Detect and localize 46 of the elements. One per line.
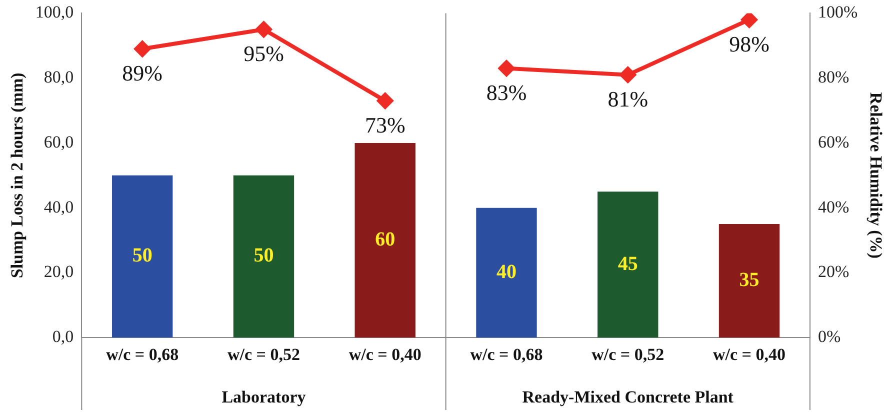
point — [256, 21, 272, 38]
data-label: 73% — [364, 112, 406, 138]
data-label: 40 — [496, 260, 516, 283]
data-label: 98% — [729, 31, 770, 56]
x-tick-label: w/c = 0,68 — [106, 345, 179, 364]
data-label: 89% — [122, 60, 163, 86]
point — [498, 60, 514, 76]
x-tick-label: w/c = 0,52 — [592, 345, 664, 364]
y2-axis-title: Relative Humidity (%) — [866, 92, 886, 258]
y-tick-label: 100,0 — [35, 2, 74, 22]
x-tick-label: w/c = 0,52 — [227, 345, 300, 364]
y-tick-label: 60,0 — [44, 132, 74, 152]
bar — [112, 175, 173, 338]
y-tick-label: 40,0 — [44, 197, 74, 216]
y2-tick-label: 40% — [818, 197, 850, 216]
data-label: 95% — [244, 41, 284, 66]
point — [620, 66, 636, 83]
data-label: 60 — [375, 228, 396, 250]
text: Ready-Mixed Concrete Plant — [522, 387, 734, 406]
x-tick-label: w/c = 0,68 — [470, 345, 543, 364]
text: Laboratory — [222, 387, 306, 406]
y2-tick-label: 20% — [818, 262, 850, 282]
point — [377, 92, 394, 109]
point — [134, 40, 150, 57]
bar — [354, 142, 416, 338]
x-tick-label: w/c = 0,40 — [348, 345, 422, 364]
data-label: 50 — [132, 244, 152, 267]
data-label: 50 — [254, 244, 274, 267]
bar — [718, 224, 780, 338]
data-label: 81% — [608, 86, 648, 112]
data-label: 35 — [739, 269, 760, 291]
y-tick-label: 80,0 — [44, 68, 74, 87]
y-axis-title: Slump Loss in 2 hours (mm) — [8, 72, 27, 278]
y-tick-label: 20,0 — [44, 262, 74, 282]
y-tick-label: 0,0 — [52, 327, 74, 346]
point — [741, 13, 758, 28]
data-label: 45 — [618, 252, 638, 275]
y2-tick-label: 60% — [818, 132, 850, 152]
bar — [598, 192, 658, 338]
data-label: 83% — [486, 80, 527, 106]
bar — [233, 175, 294, 338]
y2-tick-label: 100% — [818, 2, 858, 22]
bar — [476, 208, 537, 338]
x-tick-label: w/c = 0,40 — [713, 345, 786, 364]
y2-tick-label: 0% — [818, 327, 841, 346]
y2-tick-label: 80% — [818, 68, 850, 87]
